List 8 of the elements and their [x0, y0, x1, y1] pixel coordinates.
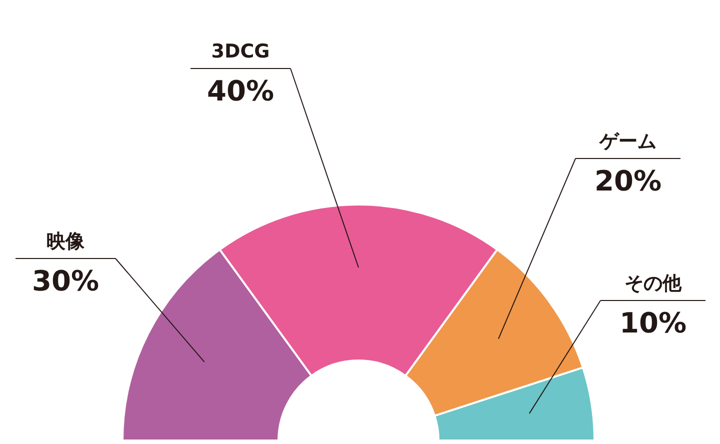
- slice-label: その他: [624, 272, 682, 294]
- slice-label: 3DCG: [211, 40, 270, 62]
- data-label: 20%: [594, 164, 662, 198]
- slice-label: 映像: [46, 230, 86, 252]
- slice-label: ゲーム: [598, 130, 656, 152]
- data-label: 40%: [206, 74, 274, 108]
- data-label: 30%: [32, 264, 100, 298]
- data-label: 10%: [619, 306, 687, 340]
